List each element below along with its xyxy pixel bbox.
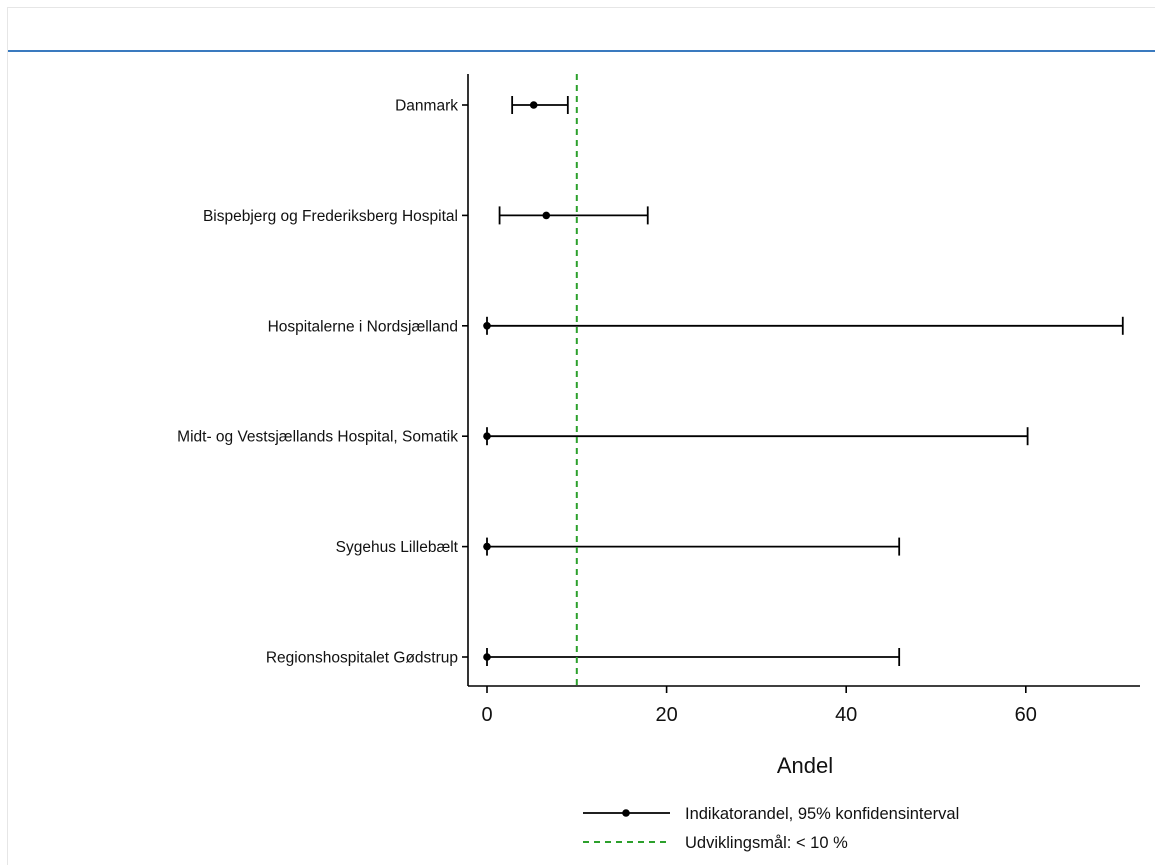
category-label: Regionshospitalet Gødstrup (266, 650, 458, 667)
category-label: Hospitalerne i Nordsjælland (268, 318, 458, 335)
category-label: Midt- og Vestsjællands Hospital, Somatik (177, 429, 458, 446)
category-label: Bispebjerg og Frederiksberg Hospital (203, 208, 458, 225)
x-tick-label: 20 (655, 704, 677, 726)
estimate-point (542, 211, 551, 220)
page-frame (7, 7, 1155, 865)
estimate-point (483, 653, 491, 661)
x-tick-label: 60 (1015, 704, 1037, 726)
estimate-point (529, 101, 538, 109)
category-label: Sygehus Lillebælt (336, 539, 459, 556)
legend: Indikatorandel, 95% konfidensinterval Ud… (583, 805, 959, 852)
category-label: Danmark (395, 98, 458, 115)
legend-reference-label: Udviklingsmål: < 10 % (685, 834, 848, 852)
header-rule (8, 50, 1155, 52)
estimate-point (483, 542, 491, 551)
estimate-point (483, 322, 491, 330)
x-axis-title: Andel (777, 753, 833, 778)
legend-series-swatch-point (622, 809, 630, 817)
x-tick-label: 40 (835, 704, 857, 726)
x-tick-label: 0 (481, 704, 492, 726)
plot-area: 0 20 40 60 Danmark Bispebjerg og Frederiksber… (177, 74, 1140, 726)
estimate-point (483, 432, 491, 441)
legend-series-label: Indikatorandel, 95% konfidensinterval (685, 805, 959, 823)
